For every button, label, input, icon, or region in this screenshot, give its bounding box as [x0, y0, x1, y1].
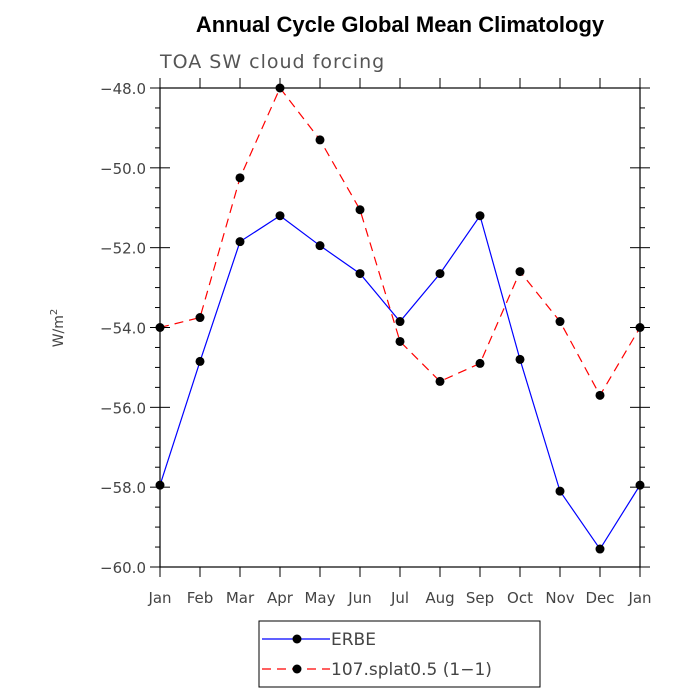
legend-label: 107.splat0.5 (1−1)	[331, 660, 492, 680]
x-tick-label: Feb	[187, 589, 214, 607]
legend: ERBE 107.splat0.5 (1−1)	[258, 620, 541, 688]
data-point	[555, 486, 565, 496]
legend-label: ERBE	[331, 630, 376, 650]
data-point	[155, 323, 165, 332]
legend-marker	[292, 664, 302, 674]
data-point	[635, 323, 645, 332]
y-tick-label: −52.0	[100, 240, 146, 258]
plot-axes	[150, 78, 650, 577]
x-tick-label: Mar	[226, 589, 255, 607]
x-tick-label: Jan	[627, 589, 651, 607]
data-point	[475, 211, 485, 221]
data-point	[515, 267, 525, 277]
chart-subtitle: TOA SW cloud forcing	[159, 51, 385, 73]
legend-marker	[292, 634, 302, 644]
data-point	[555, 317, 565, 327]
data-point	[475, 358, 485, 368]
data-point	[595, 390, 605, 400]
data-point	[355, 269, 365, 279]
x-tick-label: Dec	[585, 589, 614, 607]
data-point	[435, 269, 445, 279]
y-tick-label: −56.0	[100, 399, 146, 417]
series-line	[159, 86, 641, 397]
y-tick-label: −60.0	[100, 559, 146, 577]
data-point	[275, 83, 285, 93]
series-line	[159, 214, 641, 551]
data-point	[315, 241, 325, 251]
data-point	[435, 376, 445, 386]
x-tick-labels: Jan Feb Mar Apr May Jun Jul Aug Sep Oct Nov Dec Jan	[147, 589, 651, 607]
chart-title: Annual Cycle Global Mean Climatology	[196, 12, 605, 37]
x-tick-label: Nov	[545, 589, 574, 607]
data-point	[595, 544, 605, 554]
y-tick-label: −54.0	[100, 320, 146, 338]
series-1	[155, 83, 645, 400]
y-tick-label: −48.0	[100, 80, 146, 98]
plot-frame	[159, 87, 641, 568]
data-point	[235, 173, 245, 183]
data-point	[315, 135, 325, 145]
data-point	[395, 336, 405, 346]
data-point	[355, 205, 365, 215]
data-point	[275, 211, 285, 221]
x-tick-label: Aug	[425, 589, 454, 607]
x-tick-label: Jan	[147, 589, 171, 607]
x-tick-label: Jun	[347, 589, 371, 607]
y-tick-label: −58.0	[100, 479, 146, 497]
data-point	[195, 356, 205, 366]
y-tick-labels: −60.0 −58.0 −56.0 −54.0 −52.0 −50.0 −48.0	[100, 80, 146, 577]
x-tick-label: Apr	[267, 589, 294, 607]
series-0	[155, 211, 645, 554]
data-point	[515, 354, 525, 364]
data-point	[235, 237, 245, 247]
data-point	[195, 313, 205, 323]
legend-box	[258, 620, 541, 688]
data-point	[155, 480, 165, 490]
series-layer	[155, 83, 645, 554]
x-tick-label: May	[304, 589, 335, 607]
data-point	[635, 480, 645, 490]
data-point	[395, 317, 405, 327]
x-tick-label: Jul	[390, 589, 409, 607]
x-tick-label: Oct	[507, 589, 533, 607]
y-axis-label: W/m2	[49, 309, 67, 348]
y-tick-label: −50.0	[100, 160, 146, 178]
x-tick-label: Sep	[466, 589, 494, 607]
